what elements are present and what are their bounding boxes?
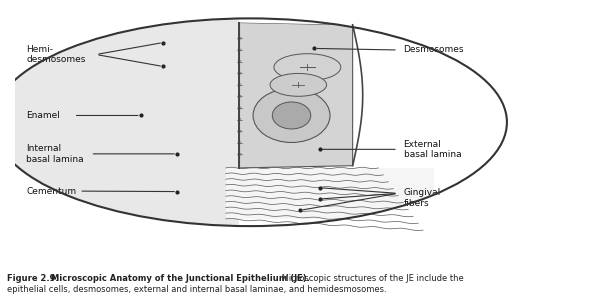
Circle shape bbox=[274, 54, 341, 81]
Text: epithelial cells, desmosomes, external and internal basal laminae, and hemidesmo: epithelial cells, desmosomes, external a… bbox=[7, 285, 387, 294]
Text: Internal
basal lamina: Internal basal lamina bbox=[26, 144, 84, 163]
Polygon shape bbox=[240, 23, 353, 168]
Text: Microscopic structures of the JE include the: Microscopic structures of the JE include… bbox=[279, 274, 464, 283]
Text: Figure 2.9.: Figure 2.9. bbox=[7, 274, 62, 283]
Circle shape bbox=[0, 19, 507, 226]
Text: Hemi-
desmosomes: Hemi- desmosomes bbox=[26, 45, 85, 64]
Ellipse shape bbox=[253, 88, 330, 143]
Text: Enamel: Enamel bbox=[26, 111, 60, 120]
Text: Desmosomes: Desmosomes bbox=[403, 46, 464, 54]
Text: Gingival
fibers: Gingival fibers bbox=[403, 188, 441, 208]
Text: External
basal lamina: External basal lamina bbox=[403, 140, 461, 159]
Polygon shape bbox=[0, 19, 240, 226]
Polygon shape bbox=[226, 168, 434, 219]
Circle shape bbox=[270, 74, 327, 96]
Text: Cementum: Cementum bbox=[26, 187, 77, 196]
Polygon shape bbox=[240, 19, 353, 25]
Text: Microscopic Anatomy of the Junctional Epithelium (JE).: Microscopic Anatomy of the Junctional Ep… bbox=[51, 274, 310, 283]
Ellipse shape bbox=[272, 102, 311, 129]
